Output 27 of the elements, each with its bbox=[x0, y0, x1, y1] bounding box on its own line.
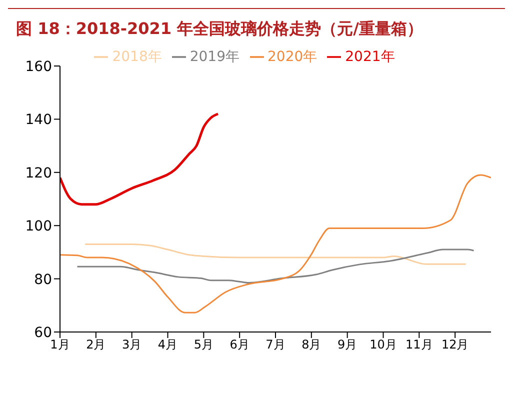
x-tick-label: 6月 bbox=[230, 338, 250, 352]
y-tick-label: 140 bbox=[25, 112, 52, 128]
x-tick-label: 5月 bbox=[194, 338, 214, 352]
y-tick-label: 160 bbox=[25, 58, 52, 75]
legend-label: 2021年 bbox=[345, 49, 395, 65]
x-tick-label: 9月 bbox=[338, 338, 358, 352]
x-tick-label: 4月 bbox=[158, 338, 178, 352]
chart-title: 图 18：2018-2021 年全国玻璃价格走势（元/重量箱） bbox=[8, 8, 505, 44]
x-tick-label: 2月 bbox=[86, 338, 106, 352]
line-series bbox=[84, 243, 467, 265]
line-series bbox=[76, 248, 475, 284]
legend-label: 2020年 bbox=[268, 49, 318, 65]
line-series bbox=[60, 174, 491, 314]
x-tick-label: 10月 bbox=[370, 338, 397, 352]
y-tick-label: 80 bbox=[34, 272, 52, 288]
legend-label: 2018年 bbox=[112, 49, 162, 65]
x-tick-label: 7月 bbox=[266, 338, 286, 352]
x-tick-label: 8月 bbox=[302, 338, 322, 352]
x-tick-label: 1月 bbox=[50, 338, 70, 352]
y-tick-label: 120 bbox=[25, 165, 52, 182]
x-tick-label: 12月 bbox=[441, 338, 469, 352]
legend-label: 2019年 bbox=[190, 49, 240, 65]
x-tick-label: 11月 bbox=[406, 338, 433, 352]
y-tick-label: 60 bbox=[34, 324, 52, 341]
x-tick-label: 3月 bbox=[122, 338, 142, 352]
line-series bbox=[60, 112, 220, 206]
y-tick-label: 100 bbox=[25, 218, 52, 235]
